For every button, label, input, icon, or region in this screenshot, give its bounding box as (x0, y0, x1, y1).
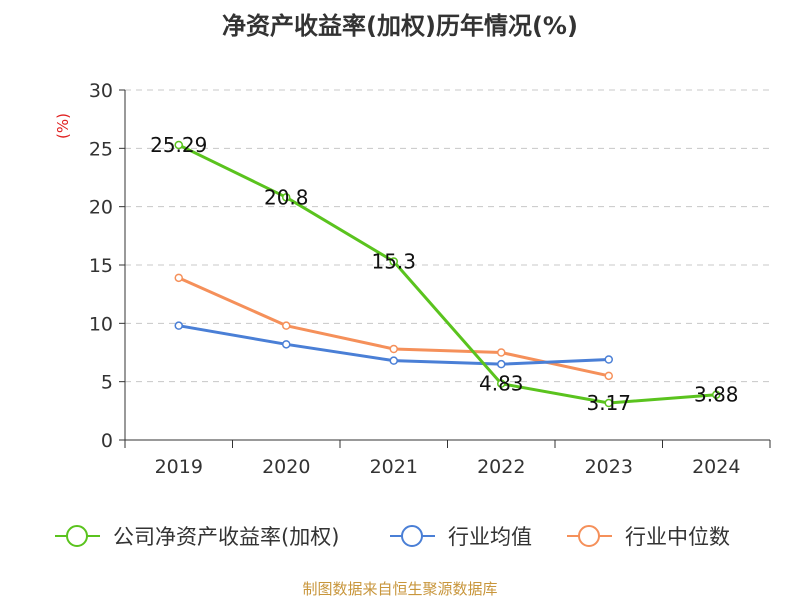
legend-label: 行业均值 (448, 525, 532, 549)
data-point (712, 390, 721, 399)
x-tick-label: 2020 (262, 456, 310, 478)
legend-marker (578, 525, 600, 547)
legend: 公司净资产收益率(加权) 行业均值 行业中位数 (55, 525, 730, 549)
data-point (282, 321, 291, 330)
data-label: 15.3 (371, 250, 416, 274)
data-label: 20.8 (264, 185, 309, 209)
x-tick-label: 2019 (155, 456, 203, 478)
data-point (389, 344, 398, 354)
data-point (497, 379, 506, 388)
data-point (604, 371, 613, 381)
legend-label: 行业中位数 (625, 525, 730, 549)
series-layer (174, 140, 721, 408)
series-line (178, 143, 717, 405)
y-tick-label: 5 (101, 372, 113, 394)
legend-marker (66, 525, 88, 547)
data-point (604, 355, 613, 364)
data-point (282, 193, 291, 202)
data-point (282, 340, 291, 349)
data-point (389, 257, 398, 266)
data-label: 4.83 (479, 372, 524, 396)
data-point (174, 273, 183, 283)
data-point (604, 398, 613, 408)
source-note: 制图数据来自恒生聚源数据库 (302, 580, 498, 598)
legend-marker (401, 525, 423, 547)
y-axis-unit-label: (%) (54, 113, 72, 139)
data-labels: 25.29 20.8 15.3 4.83 3.17 3.88 (150, 133, 738, 415)
data-label: 25.29 (150, 133, 207, 157)
x-tick-label: 2023 (585, 456, 633, 478)
chart-title: 净资产收益率(加权)历年情况(%) (222, 12, 578, 40)
data-label: 3.17 (586, 391, 631, 415)
x-tick-label: 2024 (692, 456, 740, 478)
data-point (174, 140, 183, 150)
axes: 0 5 10 15 20 25 30 2019 2020 2021 2022 2023 2024 (89, 80, 771, 478)
y-tick-label: 15 (89, 255, 113, 277)
y-tick-label: 25 (89, 138, 113, 160)
data-point (497, 348, 506, 357)
y-tick-label: 0 (101, 430, 113, 452)
y-tick-label: 20 (89, 197, 113, 219)
x-tick-label: 2021 (370, 456, 418, 478)
data-label: 3.88 (694, 383, 739, 407)
data-point (174, 321, 183, 330)
data-point (389, 356, 398, 365)
x-tick-label: 2022 (477, 456, 525, 478)
data-point (497, 359, 506, 369)
y-tick-label: 10 (89, 313, 113, 335)
y-tick-label: 30 (89, 80, 113, 102)
legend-label: 公司净资产收益率(加权) (113, 525, 339, 549)
grid-lines (125, 89, 770, 383)
